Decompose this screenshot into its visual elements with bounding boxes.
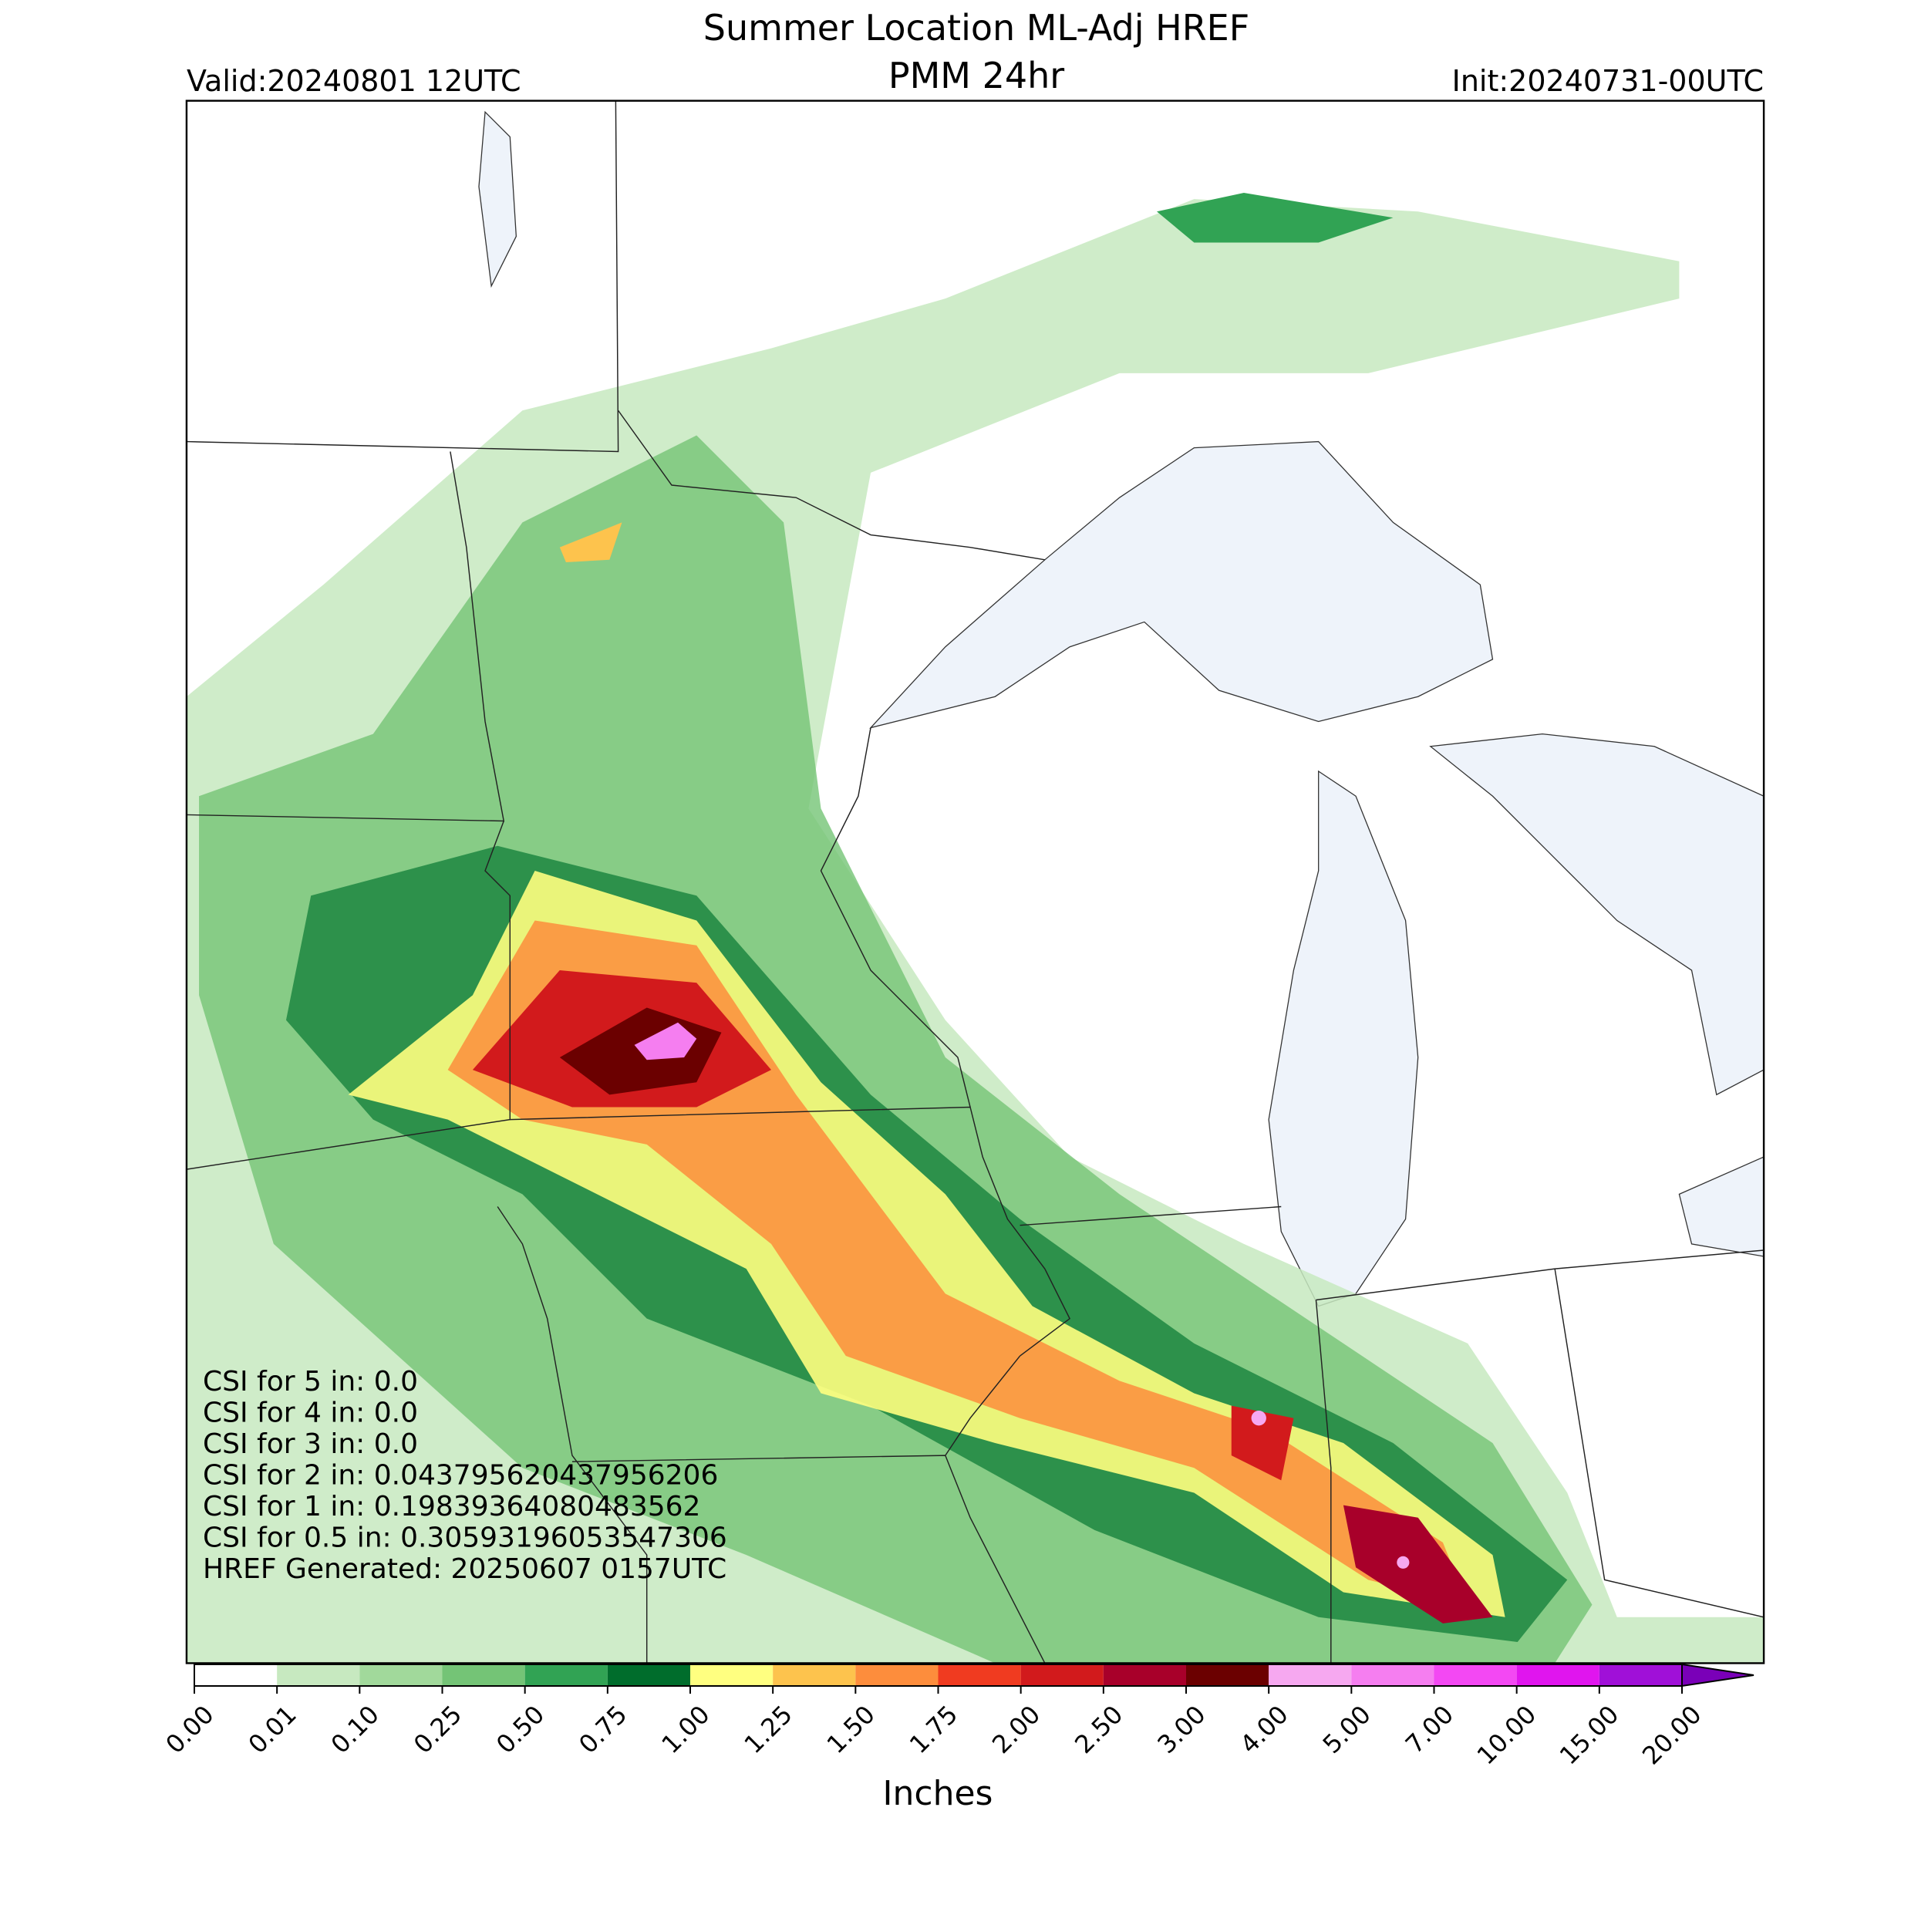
colorbar-segment: [690, 1664, 774, 1686]
stat-line: CSI for 2 in: 0.043795620437956206: [203, 1460, 718, 1492]
stat-line: HREF Generated: 20250607 0157UTC: [203, 1553, 726, 1585]
colorbar-tick-label: 3.00: [1151, 1700, 1211, 1759]
colorbar-segment: [938, 1664, 1021, 1686]
colorbar-tick-label: 0.50: [490, 1700, 550, 1759]
colorbar-tick-label: 5.00: [1317, 1700, 1377, 1759]
colorbar-segment: [607, 1664, 690, 1686]
colorbar-segment: [1516, 1664, 1599, 1686]
stat-line: CSI for 4 in: 0.0: [203, 1398, 418, 1429]
colorbar-segment: [1599, 1664, 1682, 1686]
colorbar-segment: [194, 1664, 278, 1686]
colorbar-tick-label: 7.00: [1400, 1700, 1459, 1759]
colorbar-label: Inches: [883, 1774, 993, 1813]
stat-line: CSI for 3 in: 0.0: [203, 1428, 418, 1460]
colorbar-tick-label: 0.01: [243, 1700, 302, 1759]
colorbar-tick-label: 1.00: [656, 1700, 715, 1759]
init-time: Init:20240731-00UTC: [1452, 64, 1764, 98]
colorbar-tick-label: 0.75: [573, 1700, 632, 1759]
colorbar-tick-label: 1.25: [739, 1700, 798, 1759]
colorbar-segment: [1020, 1664, 1104, 1686]
title: Summer Location ML-Adj HREF: [703, 7, 1249, 49]
colorbar-segment: [277, 1664, 360, 1686]
colorbar-tick-label: 2.50: [1069, 1700, 1128, 1759]
colorbar-segment: [855, 1664, 939, 1686]
colorbar-segment: [524, 1664, 608, 1686]
colorbar-segment: [442, 1664, 525, 1686]
colorbar: 0.00 0.01 0.10 0.25 0.50 0.75 1.00 1.25 1.50 1.75…: [160, 1663, 1754, 1771]
colorbar-segment: [773, 1664, 856, 1686]
colorbar-segment: [359, 1664, 443, 1686]
stat-line: CSI for 5 in: 0.0: [203, 1366, 418, 1398]
colorbar-tick-label: 4.00: [1235, 1700, 1294, 1759]
colorbar-tick-label: 15.00: [1554, 1700, 1625, 1771]
colorbar-segment: [1351, 1664, 1434, 1686]
subtitle: PMM 24hr: [888, 55, 1064, 96]
colorbar-tick-label: 2.00: [986, 1700, 1046, 1759]
colorbar-segment: [1186, 1664, 1269, 1686]
stat-line: CSI for 1 in: 0.19839364080483562: [203, 1491, 700, 1522]
colorbar-segment: [1434, 1664, 1517, 1686]
colorbar-tick-label: 10.00: [1471, 1700, 1542, 1771]
stat-line: CSI for 0.5 in: 0.30593196053547306: [203, 1522, 727, 1554]
colorbar-tick-label: 0.00: [160, 1700, 219, 1759]
colorbar-segment: [1269, 1664, 1352, 1686]
colorbar-tick-label: 20.00: [1636, 1700, 1707, 1771]
colorbar-segment: [1103, 1664, 1186, 1686]
map: [185, 99, 1765, 1664]
colorbar-extend: [1681, 1663, 1754, 1688]
colorbar-tick-label: 0.25: [408, 1700, 467, 1759]
colorbar-tick-label: 0.10: [325, 1700, 385, 1759]
valid-time: Valid:20240801 12UTC: [187, 64, 521, 98]
colorbar-tick-label: 1.75: [904, 1700, 963, 1759]
colorbar-tick-label: 1.50: [821, 1700, 881, 1759]
